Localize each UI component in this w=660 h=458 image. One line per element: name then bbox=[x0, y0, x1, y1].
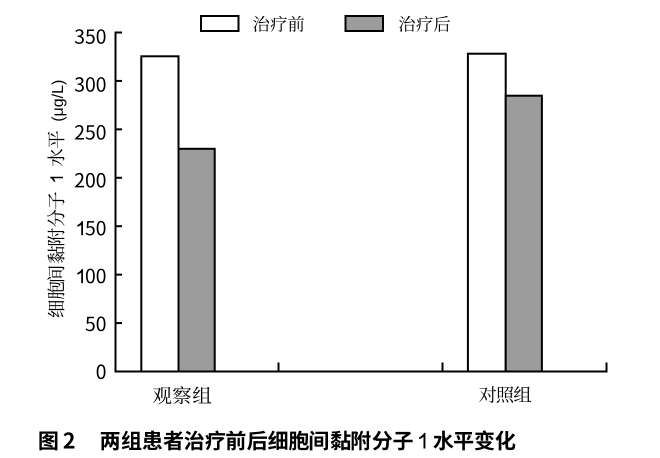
svg-text:(μg/L): (μg/L) bbox=[50, 80, 67, 122]
